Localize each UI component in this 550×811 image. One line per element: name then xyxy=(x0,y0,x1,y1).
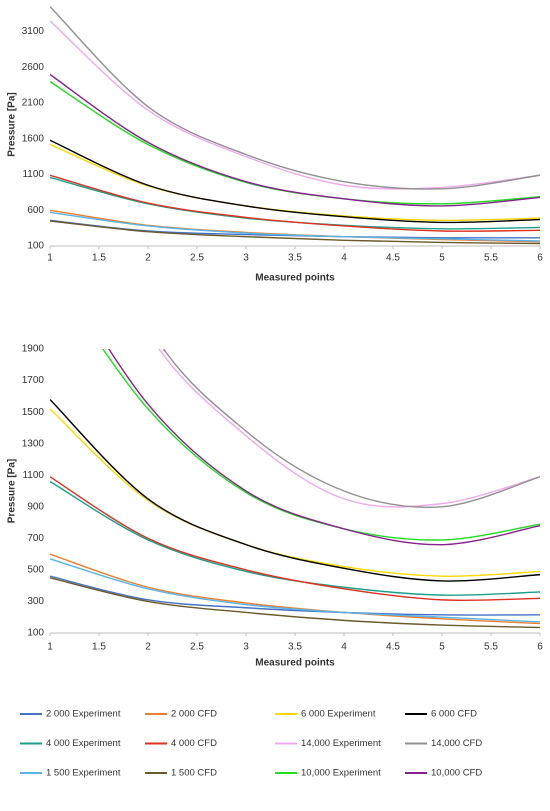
series-line xyxy=(102,349,540,541)
legend-label: 6 000 CFD xyxy=(431,709,477,720)
x-tick-label: 4.5 xyxy=(386,253,400,264)
series-line xyxy=(158,349,540,508)
series-line xyxy=(50,20,540,190)
x-tick-label: 5 xyxy=(439,642,445,653)
y-axis-title: Pressure [Pa] xyxy=(7,459,18,523)
y-tick-label: 1900 xyxy=(22,344,45,355)
y-tick-label: 600 xyxy=(27,205,44,216)
plot-area xyxy=(50,349,540,629)
y-axis-title: Pressure [Pa] xyxy=(7,92,18,156)
y-tick-label: 3100 xyxy=(22,26,45,37)
x-tick-label: 6 xyxy=(537,642,543,653)
plot-area xyxy=(50,6,540,245)
series-line xyxy=(50,6,540,190)
y-tick-label: 1600 xyxy=(22,133,45,144)
y-tick-label: 1700 xyxy=(22,375,45,386)
legend-label: 4 000 Experiment xyxy=(46,738,121,749)
y-tick-label: 1300 xyxy=(22,438,45,449)
x-tick-label: 5.5 xyxy=(484,253,498,264)
series-line xyxy=(50,209,540,243)
series-line xyxy=(50,398,540,582)
series-line xyxy=(50,73,540,207)
legend-label: 10,000 CFD xyxy=(431,768,482,779)
y-tick-label: 100 xyxy=(27,628,44,639)
x-tick-label: 3 xyxy=(243,642,249,653)
legend-label: 10,000 Experiment xyxy=(301,768,381,779)
x-tick-label: 2.5 xyxy=(190,642,204,653)
series-line xyxy=(162,349,540,508)
x-tick-label: 5.5 xyxy=(484,642,498,653)
series-line xyxy=(50,220,540,245)
series-line xyxy=(108,349,540,546)
x-axis-title: Measured points xyxy=(255,273,335,284)
series-line xyxy=(50,174,540,232)
x-tick-label: 3 xyxy=(243,253,249,264)
y-tick-label: 1100 xyxy=(22,470,44,481)
x-tick-label: 2 xyxy=(145,642,151,653)
legend-label: 4 000 CFD xyxy=(171,738,217,749)
y-tick-label: 900 xyxy=(27,501,44,512)
x-tick-label: 1.5 xyxy=(92,642,106,653)
legend-label: 1 500 Experiment xyxy=(46,768,121,779)
x-axis-title: Measured points xyxy=(255,658,335,669)
x-tick-label: 6 xyxy=(537,253,543,264)
series-line xyxy=(50,577,540,629)
x-tick-label: 4.5 xyxy=(386,642,400,653)
series-line xyxy=(50,553,540,625)
legend-label: 6 000 Experiment xyxy=(301,709,376,720)
x-tick-label: 4 xyxy=(341,253,347,264)
x-tick-label: 1.5 xyxy=(92,253,106,264)
y-tick-label: 500 xyxy=(27,565,44,576)
y-tick-label: 700 xyxy=(27,533,44,544)
y-tick-label: 1500 xyxy=(22,407,45,418)
x-tick-label: 3.5 xyxy=(288,253,302,264)
x-tick-label: 1 xyxy=(47,253,53,264)
x-tick-label: 5 xyxy=(439,253,445,264)
y-tick-label: 2100 xyxy=(22,98,45,109)
legend-label: 2 000 Experiment xyxy=(46,709,121,720)
x-tick-label: 2 xyxy=(145,253,151,264)
series-line xyxy=(50,211,540,242)
y-tick-label: 2600 xyxy=(22,62,45,73)
series-line xyxy=(50,408,540,577)
series-line xyxy=(50,143,540,222)
legend-label: 14,000 Experiment xyxy=(301,738,381,749)
y-tick-label: 100 xyxy=(27,241,44,252)
series-line xyxy=(50,476,540,602)
x-tick-label: 2.5 xyxy=(190,253,204,264)
y-tick-label: 1100 xyxy=(22,169,44,180)
series-line xyxy=(50,575,540,616)
x-tick-label: 4 xyxy=(341,642,347,653)
series-line xyxy=(50,139,540,224)
series-line xyxy=(50,558,540,623)
legend-label: 2 000 CFD xyxy=(171,709,217,720)
x-tick-label: 1 xyxy=(47,642,53,653)
legend-label: 1 500 CFD xyxy=(171,768,217,779)
y-tick-label: 300 xyxy=(27,596,44,607)
legend-label: 14,000 CFD xyxy=(431,738,482,749)
x-tick-label: 3.5 xyxy=(288,642,302,653)
